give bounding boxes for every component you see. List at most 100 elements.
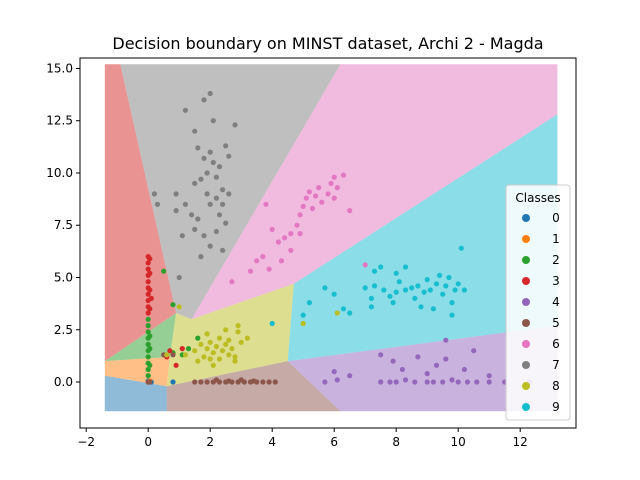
point-class-5 (213, 377, 219, 383)
point-class-8 (226, 352, 232, 358)
point-class-6 (288, 247, 294, 253)
point-class-2 (145, 329, 151, 335)
point-class-4 (443, 356, 449, 362)
point-class-3 (147, 270, 153, 276)
point-class-4 (378, 379, 384, 385)
point-class-2 (147, 333, 153, 339)
y-tick-label: 2.5 (54, 323, 73, 337)
point-class-2 (145, 341, 151, 347)
point-class-6 (334, 185, 340, 191)
point-class-7 (198, 254, 204, 260)
point-class-9 (371, 268, 378, 274)
point-class-7 (151, 191, 157, 197)
point-class-9 (387, 293, 393, 299)
point-class-9 (427, 287, 433, 293)
point-class-7 (213, 228, 219, 235)
point-class-6 (340, 172, 347, 178)
point-class-7 (207, 149, 213, 155)
point-class-7 (232, 122, 238, 128)
point-class-7 (204, 191, 210, 197)
region-class-5 (166, 361, 341, 412)
point-class-8 (216, 335, 223, 341)
point-class-4 (486, 373, 492, 379)
point-class-6 (254, 258, 260, 264)
point-class-9 (455, 281, 461, 287)
point-class-8 (164, 352, 170, 358)
point-class-4 (347, 373, 353, 379)
point-class-6 (309, 205, 316, 212)
point-class-8 (210, 350, 216, 356)
point-class-7 (189, 212, 195, 218)
point-class-9 (362, 285, 368, 291)
point-class-4 (412, 379, 418, 385)
point-class-6 (297, 231, 303, 237)
region-class-7 (120, 64, 341, 320)
point-class-4 (402, 377, 409, 383)
point-class-3 (145, 260, 151, 266)
region-class-1 (104, 356, 170, 387)
x-tick-label: 12 (513, 435, 528, 449)
point-class-7 (207, 243, 213, 249)
point-class-6 (282, 235, 288, 241)
point-class-4 (399, 366, 405, 373)
point-class-4 (322, 379, 328, 385)
point-class-8 (195, 358, 201, 364)
point-class-8 (204, 331, 210, 337)
point-class-5 (238, 377, 244, 383)
point-class-8 (232, 354, 238, 360)
legend-marker-2 (522, 256, 530, 264)
point-class-4 (424, 371, 430, 377)
point-class-8 (207, 339, 213, 345)
point-class-8 (220, 348, 226, 354)
x-tick-label: 8 (392, 435, 400, 449)
legend-label-7: 7 (552, 358, 560, 372)
point-class-8 (232, 358, 238, 364)
point-class-9 (393, 270, 399, 276)
legend-marker-3 (522, 277, 530, 285)
point-class-8 (216, 356, 223, 362)
point-class-7 (213, 195, 219, 201)
point-class-9 (440, 291, 446, 297)
point-class-7 (154, 201, 161, 207)
point-class-4 (474, 379, 480, 385)
point-class-2 (145, 323, 151, 329)
point-class-7 (192, 180, 198, 186)
point-class-9 (269, 320, 275, 327)
point-class-8 (235, 329, 241, 335)
y-axis: 0.0 2.5 5.0 7.5 10.0 12.5 15.0 (46, 61, 80, 389)
point-class-7 (204, 170, 210, 176)
point-class-4 (443, 337, 449, 343)
point-class-2 (145, 354, 151, 360)
y-tick-label: 12.5 (46, 114, 73, 128)
point-class-6 (269, 226, 275, 232)
point-class-6 (266, 266, 272, 272)
legend-label-6: 6 (552, 337, 560, 351)
point-class-6 (229, 279, 235, 285)
point-class-5 (147, 379, 153, 385)
y-tick-label: 15.0 (46, 61, 73, 75)
x-tick-label: 6 (330, 435, 338, 449)
point-class-6 (331, 195, 337, 201)
point-class-9 (402, 287, 409, 293)
point-class-9 (449, 300, 455, 306)
point-class-7 (207, 201, 213, 207)
point-class-7 (192, 128, 198, 134)
legend: Classes 0 1 2 3 4 5 6 7 8 9 (505, 184, 571, 421)
point-class-7 (213, 174, 219, 180)
point-class-5 (272, 379, 278, 385)
point-class-3 (167, 348, 173, 354)
point-class-4 (393, 379, 399, 385)
point-class-3 (173, 362, 179, 368)
point-class-3 (179, 346, 185, 352)
point-class-8 (238, 339, 244, 345)
point-class-4 (424, 379, 430, 385)
point-class-3 (148, 295, 154, 301)
legend-marker-1 (522, 235, 530, 243)
point-class-9 (415, 283, 421, 289)
point-class-9 (300, 312, 306, 318)
x-tick-label: 4 (268, 435, 276, 449)
point-class-9 (458, 245, 464, 251)
point-class-6 (325, 191, 331, 197)
point-class-4 (449, 377, 455, 383)
point-class-6 (347, 208, 353, 214)
